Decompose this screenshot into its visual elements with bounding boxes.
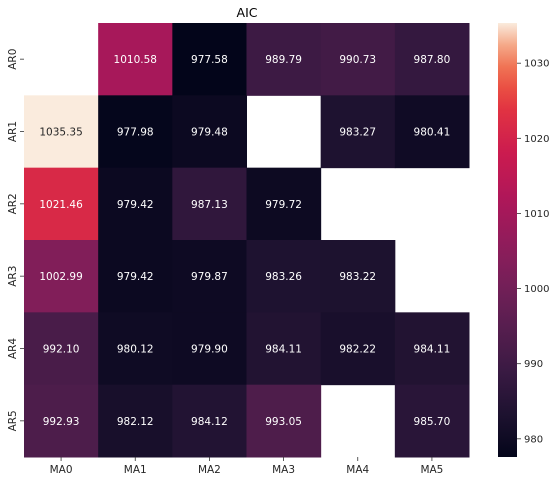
heatmap-cell-labels: 1010.58 977.58 989.79 990.73 987.80 1035.35 97… — [39, 54, 450, 428]
colorbar-tick-label: 1020 — [524, 134, 549, 145]
heatmap-cell — [320, 95, 396, 169]
cell-value-label: 983.27 — [339, 127, 376, 139]
x-tick-label: MA5 — [420, 464, 443, 476]
x-tick-label: MA2 — [198, 464, 221, 476]
heatmap-cell — [24, 240, 99, 313]
colorbar-tick-label: 1010 — [524, 209, 549, 220]
cell-value-label: 979.42 — [117, 271, 154, 283]
heatmap-cell — [246, 384, 322, 458]
heatmap-cells — [24, 23, 470, 458]
cell-value-label: 982.22 — [339, 344, 376, 356]
cell-value-label: 979.87 — [191, 271, 228, 283]
heatmap-cell — [172, 240, 247, 313]
heatmap-cell — [172, 95, 247, 169]
heatmap-cell — [98, 167, 173, 241]
colorbar-tick-label: 1000 — [524, 284, 549, 295]
cell-value-label: 1035.35 — [39, 127, 82, 139]
heatmap-cell — [24, 312, 99, 386]
cell-value-label: 980.12 — [117, 344, 154, 356]
cell-value-label: 982.12 — [117, 416, 154, 428]
heatmap-cell — [246, 312, 322, 386]
heatmap-cell — [394, 23, 470, 96]
heatmap-cell — [98, 384, 173, 458]
heatmap-cell — [172, 167, 247, 241]
cell-value-label: 983.22 — [339, 271, 376, 283]
heatmap-cell — [172, 384, 247, 458]
cell-value-label: 987.13 — [191, 199, 228, 211]
y-tick-label: AR0 — [7, 49, 19, 70]
heatmap-cell — [24, 95, 99, 169]
heatmap-cell — [98, 312, 173, 386]
heatmap-cell — [172, 312, 247, 386]
heatmap-cell — [246, 167, 322, 241]
cell-value-label: 984.11 — [265, 344, 302, 356]
colorbar-tick-label: 1030 — [524, 59, 549, 70]
heatmap-cell — [24, 384, 99, 458]
cell-value-label: 993.05 — [265, 416, 302, 428]
cell-value-label: 990.73 — [339, 54, 376, 66]
cell-value-label: 1002.99 — [39, 271, 82, 283]
heatmap-cell — [246, 23, 322, 96]
cell-value-label: 979.42 — [117, 199, 154, 211]
y-tick-label: AR1 — [7, 121, 19, 142]
heatmap-cell — [98, 240, 173, 313]
cell-value-label: 983.26 — [265, 271, 302, 283]
heatmap-cell — [394, 312, 470, 386]
y-tick-label: AR3 — [7, 266, 19, 287]
y-tick-label: AR5 — [7, 410, 19, 431]
heatmap-cell — [320, 240, 396, 313]
y-tick-label: AR4 — [7, 338, 19, 359]
cell-value-label: 989.79 — [265, 54, 302, 66]
x-tick-label: MA4 — [346, 464, 369, 476]
x-axis: MA0 MA1 MA2 MA3 MA4 MA5 — [50, 457, 443, 476]
y-axis: AR0 AR1 AR2 AR3 AR4 AR5 — [7, 49, 24, 431]
heatmap-cell — [246, 240, 322, 313]
cell-value-label: 979.48 — [191, 127, 228, 139]
cell-value-label: 1010.58 — [114, 54, 157, 66]
colorbar-tick-label: 980 — [524, 434, 543, 445]
x-tick-label: MA3 — [272, 464, 295, 476]
heatmap-cell — [98, 95, 173, 169]
cell-value-label: 992.93 — [43, 416, 80, 428]
colorbar: 980 990 1000 1010 1020 1030 — [498, 23, 549, 457]
cell-value-label: 987.80 — [414, 54, 451, 66]
cell-value-label: 985.70 — [414, 416, 451, 428]
x-tick-label: MA1 — [124, 464, 147, 476]
cell-value-label: 984.11 — [414, 344, 451, 356]
cell-value-label: 992.10 — [43, 344, 80, 356]
cell-value-label: 979.90 — [191, 344, 228, 356]
chart-title: AIC — [237, 5, 258, 20]
heatmap-cell — [320, 312, 396, 386]
cell-value-label: 984.12 — [191, 416, 228, 428]
heatmap-cell — [98, 23, 173, 96]
heatmap-cell — [394, 384, 470, 458]
cell-value-label: 977.58 — [191, 54, 228, 66]
colorbar-gradient — [498, 23, 517, 457]
heatmap-cell — [394, 95, 470, 169]
heatmap-cell — [172, 23, 247, 96]
heatmap-cell — [24, 167, 99, 241]
cell-value-label: 977.98 — [117, 127, 154, 139]
colorbar-ticks: 980 990 1000 1010 1020 1030 — [517, 59, 549, 445]
y-tick-label: AR2 — [7, 193, 19, 214]
colorbar-tick-label: 990 — [524, 359, 543, 370]
x-tick-label: MA0 — [50, 464, 73, 476]
cell-value-label: 979.72 — [265, 199, 302, 211]
cell-value-label: 980.41 — [414, 127, 451, 139]
cell-value-label: 1021.46 — [39, 199, 83, 211]
heatmap-cell — [320, 23, 396, 96]
